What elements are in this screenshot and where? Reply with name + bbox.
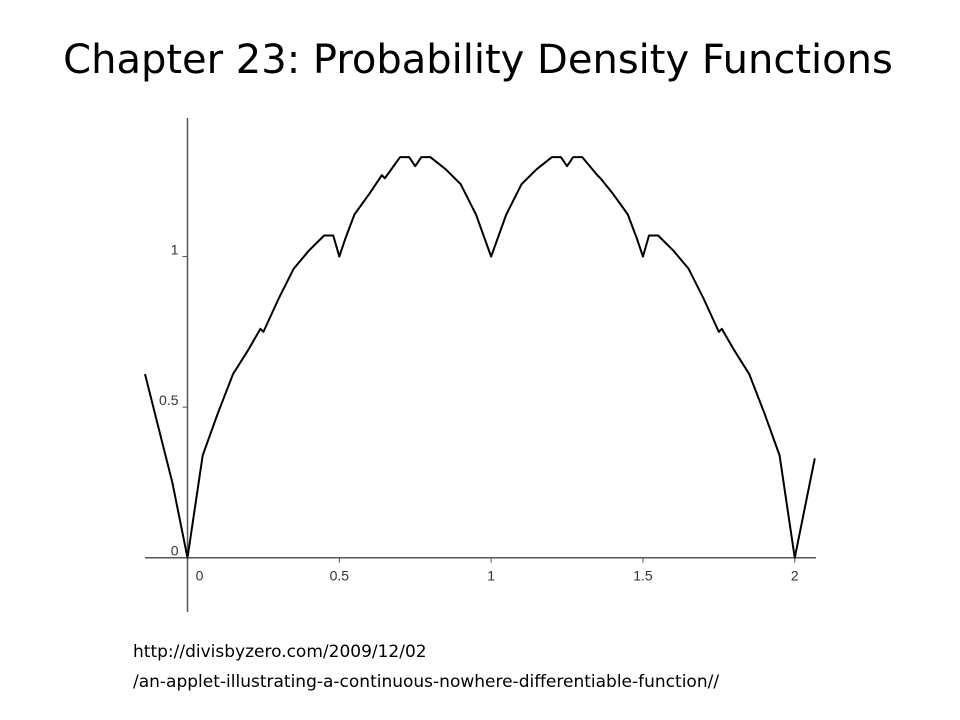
data-line <box>144 156 816 559</box>
x-tick-label: 0 <box>196 567 204 583</box>
x-tick-label: 1.5 <box>633 567 653 583</box>
x-tick-label: 1 <box>487 567 495 583</box>
x-tick-label: 2 <box>791 567 799 583</box>
y-tick-label: 0.5 <box>159 392 179 408</box>
source-line: /an-applet-illustrating-a-continuous-now… <box>133 672 719 692</box>
source-line: http://divisbyzero.com/2009/12/02 <box>133 642 427 662</box>
y-tick-label: 1 <box>171 241 179 257</box>
slide-title: Chapter 23: Probability Density Function… <box>63 37 893 83</box>
x-tick-label: 0.5 <box>330 567 350 583</box>
y-tick-label: 0 <box>171 542 179 558</box>
